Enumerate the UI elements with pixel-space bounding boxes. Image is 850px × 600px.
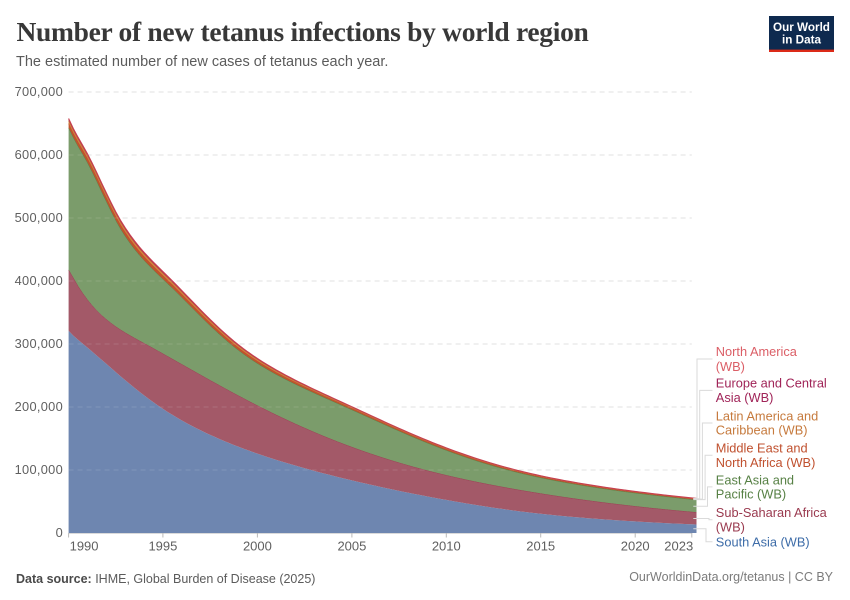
svg-text:OurWorldinData.org/tetanus | C: OurWorldinData.org/tetanus | CC BY	[629, 570, 833, 584]
svg-text:1990: 1990	[70, 538, 99, 553]
svg-text:700,000: 700,000	[15, 84, 63, 99]
svg-text:North Africa (WB): North Africa (WB)	[716, 455, 816, 470]
svg-text:Number of new tetanus infectio: Number of new tetanus infections by worl…	[17, 16, 589, 47]
svg-text:in Data: in Data	[782, 34, 821, 47]
svg-text:Our World: Our World	[773, 21, 830, 34]
svg-text:Sub-Saharan Africa: Sub-Saharan Africa	[716, 505, 828, 520]
svg-text:0: 0	[56, 525, 63, 540]
svg-text:Caribbean (WB): Caribbean (WB)	[716, 423, 808, 438]
svg-text:Pacific (WB): Pacific (WB)	[716, 486, 786, 501]
svg-text:Latin America and: Latin America and	[716, 408, 818, 423]
svg-text:1995: 1995	[148, 538, 177, 553]
svg-text:200,000: 200,000	[15, 399, 63, 414]
svg-text:2015: 2015	[526, 538, 555, 553]
svg-text:300,000: 300,000	[15, 336, 63, 351]
svg-text:2023: 2023	[664, 538, 693, 553]
svg-text:Middle East and: Middle East and	[716, 441, 808, 456]
svg-text:Asia (WB): Asia (WB)	[716, 390, 774, 405]
svg-text:600,000: 600,000	[15, 147, 63, 162]
svg-text:400,000: 400,000	[15, 273, 63, 288]
svg-text:(WB): (WB)	[716, 519, 745, 534]
svg-text:2000: 2000	[243, 538, 272, 553]
svg-text:2020: 2020	[621, 538, 650, 553]
svg-text:500,000: 500,000	[15, 210, 63, 225]
svg-text:North America: North America	[716, 344, 798, 359]
svg-text:East Asia and: East Asia and	[716, 472, 794, 487]
svg-text:2005: 2005	[337, 538, 366, 553]
svg-text:100,000: 100,000	[15, 462, 63, 477]
svg-text:Data source: IHME, Global Burd: Data source: IHME, Global Burden of Dise…	[16, 572, 315, 586]
svg-text:(WB): (WB)	[716, 359, 745, 374]
svg-text:2010: 2010	[432, 538, 461, 553]
svg-text:Europe and Central: Europe and Central	[716, 376, 827, 391]
svg-text:The estimated number of new ca: The estimated number of new cases of tet…	[16, 54, 388, 70]
svg-text:South Asia (WB): South Asia (WB)	[716, 534, 810, 549]
